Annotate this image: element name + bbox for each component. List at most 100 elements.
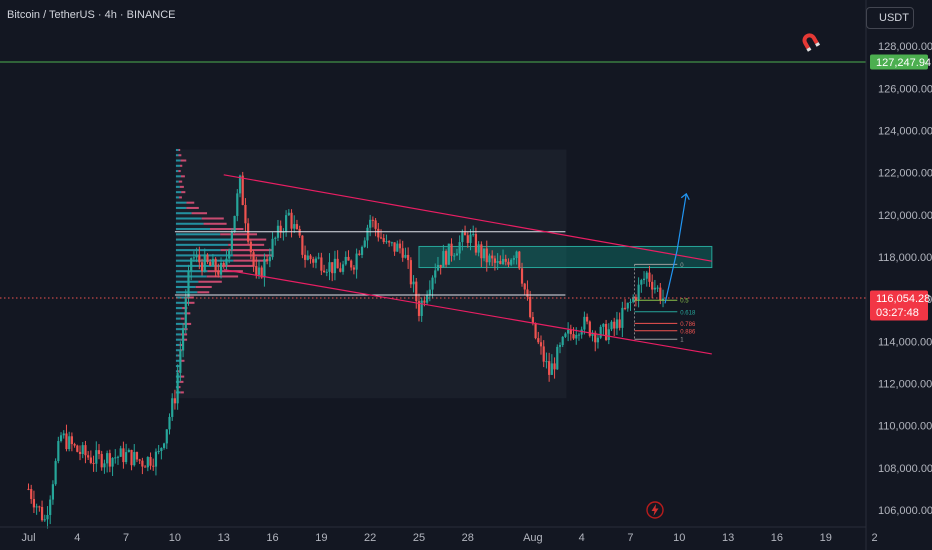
lightning-icon[interactable] bbox=[646, 501, 664, 519]
candle-body bbox=[222, 262, 225, 266]
candle-body bbox=[95, 450, 98, 464]
candle-body bbox=[295, 224, 299, 230]
candle-body bbox=[480, 244, 483, 259]
candle-body bbox=[526, 289, 529, 297]
candle-body bbox=[65, 433, 68, 450]
volume-bar-up bbox=[175, 164, 180, 167]
candle-body bbox=[417, 301, 421, 316]
candle-body bbox=[472, 234, 475, 236]
volume-bar-down bbox=[179, 343, 184, 346]
x-tick-label: 13 bbox=[722, 532, 734, 544]
volume-bar-up bbox=[175, 343, 180, 346]
candle-body bbox=[298, 229, 301, 236]
candle-body bbox=[618, 319, 621, 328]
candle-body bbox=[401, 248, 404, 258]
candle-body bbox=[103, 463, 106, 468]
candle-body bbox=[97, 450, 101, 454]
candle-body bbox=[607, 329, 610, 341]
volume-bar-down bbox=[186, 206, 199, 209]
candle-body bbox=[642, 278, 646, 281]
candle-body bbox=[217, 270, 220, 275]
fib-level-label: 0.5 bbox=[680, 299, 689, 305]
candle-body bbox=[317, 257, 320, 259]
candle-body bbox=[331, 262, 334, 274]
current-price-label-bg bbox=[870, 290, 928, 321]
candle-body bbox=[154, 451, 158, 467]
candle-body bbox=[512, 258, 515, 260]
volume-bar-down bbox=[180, 317, 185, 320]
candle-body bbox=[211, 258, 214, 266]
volume-bar-up bbox=[175, 370, 179, 373]
volume-bar-up bbox=[175, 359, 182, 362]
candle-body bbox=[190, 258, 193, 271]
candle-body bbox=[529, 296, 532, 318]
candle-body bbox=[339, 268, 342, 272]
volume-bar-up bbox=[175, 154, 179, 157]
candle-body bbox=[388, 241, 391, 243]
candle-body bbox=[179, 350, 182, 373]
candle-body bbox=[659, 287, 662, 301]
candle-body bbox=[287, 212, 290, 216]
candle-body bbox=[572, 334, 575, 339]
currency-button[interactable]: USDT bbox=[866, 7, 914, 29]
candle-body bbox=[458, 242, 461, 254]
candle-body bbox=[537, 338, 540, 343]
candle-body bbox=[531, 317, 534, 324]
volume-bar-up bbox=[175, 280, 199, 283]
candle-body bbox=[100, 453, 103, 468]
volume-bar-down bbox=[180, 375, 185, 378]
y-tick-label: 112,000.00 bbox=[878, 378, 932, 390]
candle-body bbox=[499, 261, 502, 264]
candle-body bbox=[583, 316, 586, 330]
x-tick-label: 28 bbox=[462, 532, 474, 544]
candle-body bbox=[130, 449, 133, 466]
x-tick-label: 16 bbox=[771, 532, 783, 544]
volume-bar-down bbox=[178, 170, 181, 173]
candle-body bbox=[390, 242, 393, 244]
y-tick-label: 120,000.00 bbox=[878, 210, 932, 222]
candle-body bbox=[520, 268, 524, 284]
candle-body bbox=[146, 457, 149, 468]
candle-body bbox=[550, 363, 553, 375]
candle-body bbox=[461, 232, 464, 243]
candle-body bbox=[591, 332, 594, 336]
volume-bar-up bbox=[175, 228, 211, 231]
candle-body bbox=[51, 484, 55, 500]
candle-body bbox=[420, 300, 423, 316]
candle-body bbox=[371, 219, 374, 221]
candle-body bbox=[344, 256, 347, 265]
candle-body bbox=[577, 334, 581, 336]
candle-body bbox=[661, 298, 665, 301]
candle-body bbox=[450, 243, 453, 256]
volume-bar-down bbox=[183, 312, 191, 315]
volume-bar-up bbox=[175, 233, 221, 236]
candle-body bbox=[108, 453, 111, 467]
volume-bar-up bbox=[175, 249, 221, 252]
volume-bar-down bbox=[178, 154, 182, 157]
profile-range-box bbox=[175, 149, 567, 399]
candle-body bbox=[133, 452, 136, 466]
candle-body bbox=[244, 204, 247, 224]
y-tick-label: 124,000.00 bbox=[878, 126, 932, 138]
candle-body bbox=[160, 447, 163, 452]
magnet-icon[interactable] bbox=[800, 32, 822, 54]
current-price-label: 116,054.28 bbox=[876, 293, 930, 305]
candles bbox=[27, 171, 665, 529]
candle-body bbox=[564, 333, 567, 337]
candle-body bbox=[360, 246, 364, 255]
volume-bar-down bbox=[185, 301, 195, 304]
volume-bar-up bbox=[175, 212, 192, 215]
candle-body bbox=[257, 267, 261, 275]
candle-body bbox=[407, 254, 410, 261]
candle-body bbox=[301, 235, 304, 255]
candle-body bbox=[122, 448, 125, 463]
candle-body bbox=[474, 234, 478, 253]
candle-body bbox=[40, 506, 44, 521]
candle-body bbox=[309, 255, 312, 260]
candle-body bbox=[73, 444, 76, 446]
x-tick-label: 4 bbox=[579, 532, 585, 544]
candle-body bbox=[78, 451, 82, 455]
volume-bar-down bbox=[180, 159, 187, 162]
candle-body bbox=[54, 461, 57, 485]
